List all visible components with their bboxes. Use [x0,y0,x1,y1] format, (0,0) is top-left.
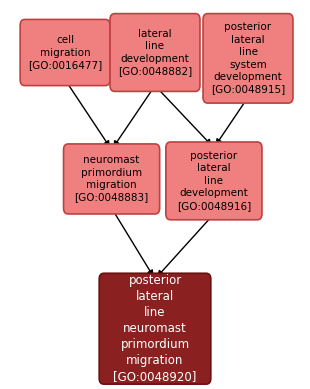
Text: posterior
lateral
line
system
development
[GO:0048915]: posterior lateral line system developmen… [211,22,285,95]
Text: posterior
lateral
line
development
[GO:0048916]: posterior lateral line development [GO:0… [177,151,251,211]
Text: posterior
lateral
line
neuromast
primordium
migration
[GO:0048920]: posterior lateral line neuromast primord… [113,274,197,383]
Text: lateral
line
development
[GO:0048882]: lateral line development [GO:0048882] [118,29,192,76]
FancyBboxPatch shape [110,14,200,91]
Text: cell
migration
[GO:0016477]: cell migration [GO:0016477] [28,35,102,70]
Text: neuromast
primordium
migration
[GO:0048883]: neuromast primordium migration [GO:00488… [74,155,149,203]
FancyBboxPatch shape [203,14,293,103]
FancyBboxPatch shape [166,142,262,220]
FancyBboxPatch shape [99,273,211,384]
FancyBboxPatch shape [64,144,160,214]
FancyBboxPatch shape [20,19,110,86]
